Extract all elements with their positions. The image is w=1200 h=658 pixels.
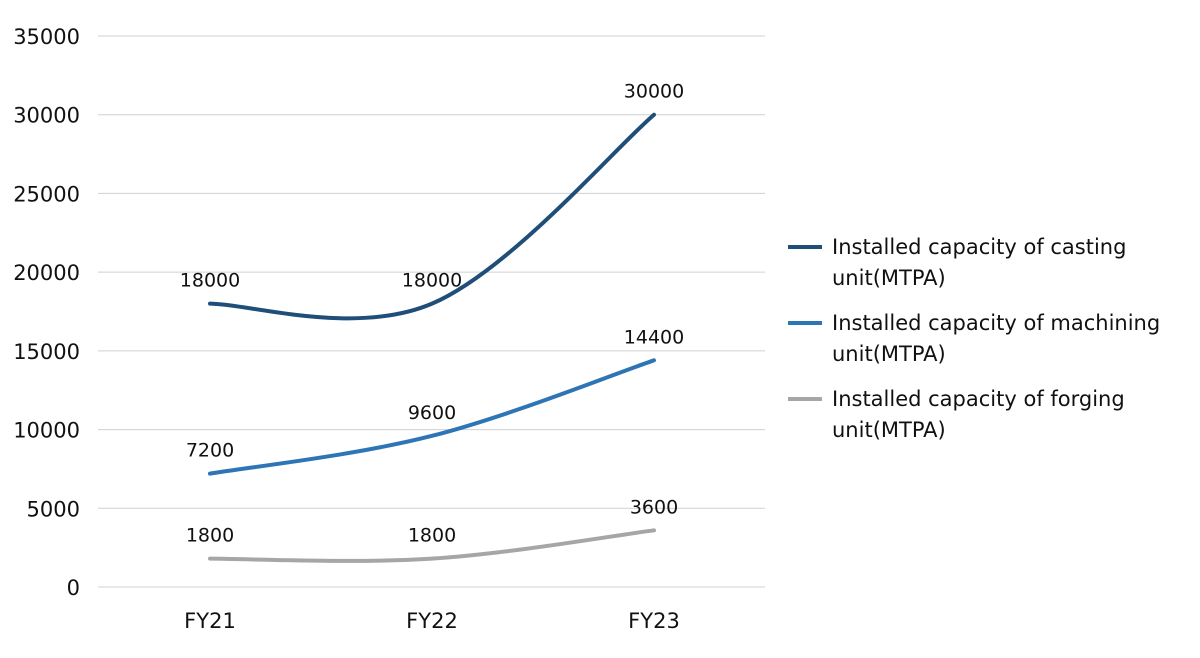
y-tick-label: 5000: [27, 497, 80, 521]
legend-swatch: [788, 321, 822, 325]
legend-item: Installed capacity of machining unit(MTP…: [788, 308, 1188, 370]
y-tick-label: 30000: [13, 104, 80, 128]
x-axis-ticks: FY21 FY22 FY23: [184, 609, 680, 633]
x-tick-label: FY22: [406, 609, 458, 633]
data-labels: 18000 18000 30000 7200 9600 14400 1800 1800 3600: [180, 81, 684, 547]
data-label: 18000: [180, 270, 240, 292]
data-label: 1800: [408, 525, 456, 547]
legend: Installed capacity of casting unit(MTPA)…: [788, 232, 1188, 460]
data-label: 14400: [624, 326, 684, 348]
y-tick-label: 0: [67, 576, 80, 600]
y-tick-label: 35000: [13, 25, 80, 49]
legend-item: Installed capacity of forging unit(MTPA): [788, 384, 1188, 446]
data-label: 3600: [630, 496, 678, 518]
data-label: 18000: [402, 270, 462, 292]
data-label: 30000: [624, 81, 684, 103]
series-line: [208, 112, 656, 321]
legend-label: Installed capacity of casting unit(MTPA): [832, 235, 1127, 290]
series-lines: [208, 112, 656, 563]
y-axis-ticks: 0 5000 10000 15000 20000 25000 30000 35000: [13, 25, 80, 600]
data-label: 1800: [186, 525, 234, 547]
series-line: [208, 358, 656, 476]
x-tick-label: FY21: [184, 609, 236, 633]
legend-swatch: [788, 397, 822, 401]
y-tick-label: 10000: [13, 419, 80, 443]
y-tick-label: 15000: [13, 340, 80, 364]
gridlines: [98, 35, 765, 588]
legend-label: Installed capacity of forging unit(MTPA): [832, 387, 1125, 442]
y-tick-label: 20000: [13, 261, 80, 285]
legend-label: Installed capacity of machining unit(MTP…: [832, 311, 1161, 366]
legend-swatch: [788, 245, 822, 249]
legend-item: Installed capacity of casting unit(MTPA): [788, 232, 1188, 294]
x-tick-label: FY23: [628, 609, 680, 633]
y-tick-label: 25000: [13, 182, 80, 206]
series-line: [208, 528, 656, 563]
data-label: 7200: [186, 440, 234, 462]
data-label: 9600: [408, 402, 456, 424]
